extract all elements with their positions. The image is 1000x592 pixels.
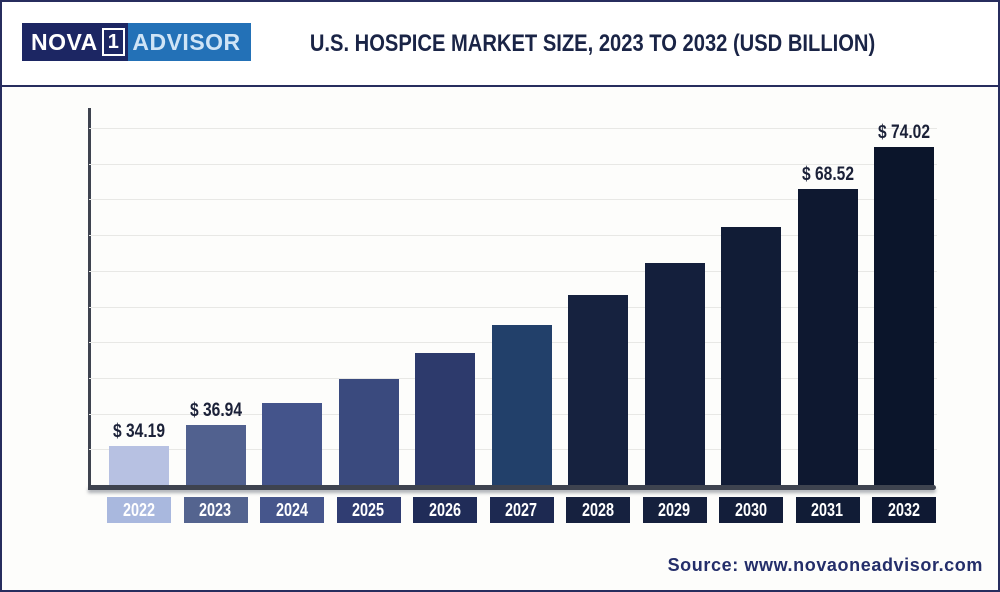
x-tick-label: 2032	[887, 499, 921, 520]
x-tick-2029: 2029	[642, 497, 707, 523]
bar-2025	[338, 379, 399, 485]
x-tick-2030: 2030	[719, 497, 783, 523]
x-tick-label: 2030	[734, 499, 768, 520]
header: NOVA 1 ADVISOR U.S. HOSPICE MARKET SIZE,…	[2, 2, 998, 87]
gridline	[89, 306, 937, 308]
x-tick-2024: 2024	[260, 497, 324, 523]
x-tick-label: 2026	[428, 499, 462, 520]
x-tick-label: 2024	[275, 499, 309, 520]
x-tick-label: 2022	[122, 499, 156, 520]
x-tick-2026: 2026	[413, 497, 477, 523]
bar-chart: Source: www.novaoneadvisor.com $ 34.19 20…	[2, 87, 998, 590]
x-tick-2032: 2032	[872, 497, 936, 523]
bar-value-label-2023: $ 36.94	[189, 400, 242, 421]
y-axis	[88, 108, 91, 490]
bar-2030	[721, 227, 781, 485]
bar-2023	[185, 425, 246, 485]
x-axis	[88, 485, 936, 490]
bar-2028	[568, 295, 628, 485]
gridline	[89, 163, 937, 165]
gridline	[89, 128, 937, 129]
logo-nova-text: NOVA	[31, 28, 98, 55]
gridline	[89, 235, 937, 237]
bar-value-label-2022: $ 34.19	[113, 421, 165, 442]
x-tick-label: 2031	[811, 499, 844, 520]
bar-2022	[109, 446, 169, 485]
title-wrap: U.S. HOSPICE MARKET SIZE, 2023 TO 2032 (…	[187, 30, 998, 58]
x-tick-label: 2025	[352, 499, 385, 520]
bar-value-label-2032: $ 74.02	[878, 122, 930, 143]
gridline	[89, 199, 937, 201]
x-tick-2028: 2028	[566, 497, 630, 523]
bar-2029	[644, 263, 705, 485]
bar-2026	[415, 353, 475, 485]
bar-value-label-2031: $ 68.52	[801, 164, 854, 185]
x-tick-2023: 2023	[183, 497, 248, 523]
x-tick-2025: 2025	[336, 497, 401, 523]
bar-2032	[874, 147, 934, 485]
x-tick-2022: 2022	[107, 497, 171, 523]
logo-nova-segment: NOVA 1	[22, 23, 129, 61]
x-tick-label: 2023	[199, 499, 232, 520]
x-tick-2031: 2031	[795, 497, 860, 523]
logo-one-badge: 1	[101, 28, 126, 56]
x-tick-label: 2029	[658, 499, 691, 520]
logo-advisor-text: ADVISOR	[132, 28, 241, 55]
bar-2027	[491, 325, 552, 485]
nova-one-advisor-logo: NOVA 1 ADVISOR	[22, 23, 251, 61]
bar-2024	[262, 403, 322, 485]
chart-title: U.S. HOSPICE MARKET SIZE, 2023 TO 2032 (…	[309, 29, 876, 57]
x-tick-label: 2028	[581, 499, 615, 520]
x-tick-label: 2027	[505, 499, 538, 520]
gridline	[89, 270, 937, 272]
x-tick-2027: 2027	[489, 497, 554, 523]
logo-advisor-segment: ADVISOR	[128, 23, 251, 61]
source-text: Source: www.novaoneadvisor.com	[667, 555, 983, 575]
bar-2031	[797, 189, 858, 485]
